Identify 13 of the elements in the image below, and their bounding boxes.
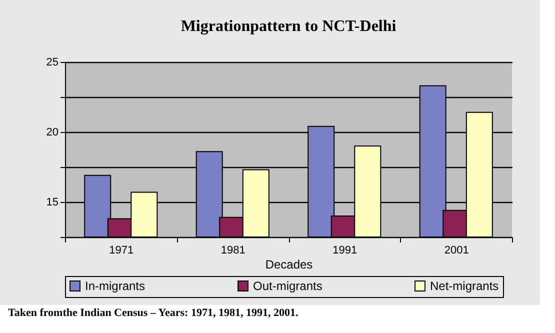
x-tick-label: 1981 [220, 244, 246, 256]
legend-label: In-migrants [85, 279, 146, 293]
y-tick-label: 15 [46, 196, 58, 208]
x-tick-label: 1971 [109, 244, 134, 256]
y-tick-label: 25 [46, 56, 58, 68]
y-tick-label: 20 [46, 126, 58, 138]
text: Taken fromthe Indian Census – Years: 1971, 1981, 1991, 2001. [8, 307, 300, 319]
chart-title: Migrationpattern to NCT-Delhi [180, 18, 397, 35]
legend-label: Net-migrants [430, 279, 499, 293]
legend-label: Out-migrants [253, 279, 322, 293]
x-axis-title: Decades [265, 258, 313, 272]
x-tick-label: 1991 [332, 244, 358, 256]
x-tick-label: 2001 [444, 244, 469, 256]
